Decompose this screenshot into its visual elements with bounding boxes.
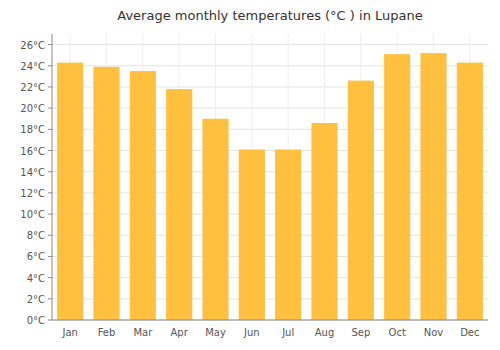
- x-tick-label: Nov: [424, 327, 444, 338]
- y-tick-label: 4°C: [27, 273, 45, 284]
- bar: [275, 149, 301, 320]
- y-tick-label: 16°C: [20, 146, 45, 157]
- x-tick-label: Apr: [171, 327, 189, 338]
- bar: [57, 63, 83, 320]
- y-tick-label: 20°C: [20, 103, 45, 114]
- y-tick-label: 18°C: [20, 124, 45, 135]
- y-tick: [48, 108, 52, 109]
- y-tick: [48, 235, 52, 236]
- y-tick-label: 14°C: [20, 167, 45, 178]
- y-tick-label: 8°C: [27, 230, 45, 241]
- y-tick-label: 26°C: [20, 40, 45, 51]
- y-tick: [48, 150, 52, 151]
- y-tick: [48, 277, 52, 278]
- y-axis-line: [52, 34, 53, 320]
- y-tick-label: 0°C: [27, 315, 45, 326]
- x-axis-line: [52, 320, 488, 321]
- bar: [166, 89, 192, 320]
- y-tick: [48, 44, 52, 45]
- bar: [239, 149, 265, 320]
- title: Average monthly temperatures (°C ) in Lu…: [117, 8, 422, 23]
- x-tick-label: Feb: [98, 327, 116, 338]
- x-tick-label: Jun: [243, 327, 260, 338]
- y-grid-line: [52, 320, 488, 321]
- y-tick-label: 10°C: [20, 209, 45, 220]
- bar: [457, 63, 483, 320]
- x-tick-label: Jan: [61, 327, 77, 338]
- x-tick-label: May: [205, 327, 226, 338]
- grid: [52, 34, 488, 320]
- bar: [130, 71, 156, 320]
- bar: [420, 53, 446, 320]
- bar: [202, 119, 228, 320]
- x-tick-label: Jul: [281, 327, 294, 338]
- y-tick: [48, 192, 52, 193]
- y-tick: [48, 86, 52, 87]
- y-grid-line: [52, 44, 488, 45]
- x-tick-label: Aug: [315, 327, 335, 338]
- y-tick: [48, 214, 52, 215]
- y-tick-label: 12°C: [20, 188, 45, 199]
- y-tick-label: 22°C: [20, 82, 45, 93]
- bar: [384, 54, 410, 320]
- y-tick: [48, 129, 52, 130]
- x-tick-label: Sep: [351, 327, 370, 338]
- chart: Average monthly temperatures (°C ) in Lu…: [0, 0, 500, 350]
- y-tick-label: 6°C: [27, 251, 45, 262]
- y-tick: [48, 320, 52, 321]
- bar: [348, 81, 374, 320]
- y-tick: [48, 298, 52, 299]
- x-tick-label: Dec: [460, 327, 479, 338]
- x-tick-label: Oct: [389, 327, 406, 338]
- y-tick-label: 2°C: [27, 294, 45, 305]
- bars: [57, 53, 483, 320]
- bar: [93, 67, 119, 320]
- bar: [311, 123, 337, 320]
- y-tick: [48, 256, 52, 257]
- y-tick: [48, 171, 52, 172]
- chart-container: Average monthly temperatures (°C ) in Lu…: [0, 0, 500, 350]
- x-tick-label: Mar: [133, 327, 153, 338]
- y-tick: [48, 65, 52, 66]
- y-tick-label: 24°C: [20, 61, 45, 72]
